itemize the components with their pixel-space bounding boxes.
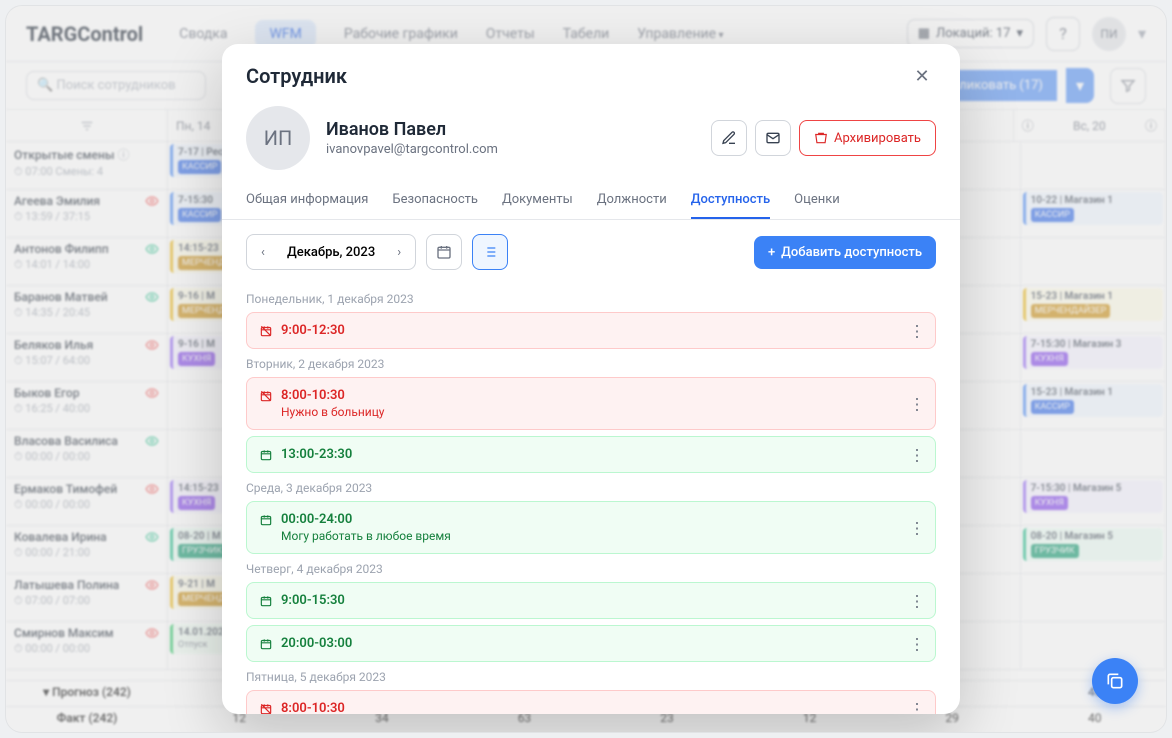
- calendar-icon: [259, 637, 273, 651]
- slot-menu-icon[interactable]: ⋮: [909, 518, 925, 537]
- calendar-icon: [259, 702, 273, 714]
- slot-menu-icon[interactable]: ⋮: [909, 634, 925, 653]
- slot-time: 9:00-15:30: [281, 593, 345, 608]
- calendar-icon: [259, 448, 273, 462]
- archive-button[interactable]: Архивировать: [799, 120, 936, 156]
- slot-menu-icon[interactable]: ⋮: [909, 699, 925, 714]
- prev-month-button[interactable]: ‹: [247, 245, 279, 260]
- slot-time: 8:00-10:30: [281, 701, 345, 714]
- profile-name: Иванов Павел: [326, 119, 695, 140]
- modal-tab[interactable]: Оценки: [794, 182, 840, 219]
- month-label: Декабрь, 2023: [279, 245, 383, 260]
- day-header: Понедельник, 1 декабря 2023: [246, 292, 936, 306]
- date-navigator: ‹ Декабрь, 2023 ›: [246, 234, 416, 270]
- availability-slot[interactable]: 00:00-24:00 Могу работать в любое время ⋮: [246, 501, 936, 554]
- slot-note: Нужно в больницу: [281, 405, 385, 419]
- availability-slot[interactable]: 9:00-12:30 ⋮: [246, 312, 936, 349]
- profile-section: ИП Иванов Павел ivanovpavel@targcontrol.…: [222, 90, 960, 182]
- day-header: Вторник, 2 декабря 2023: [246, 357, 936, 371]
- day-header: Четверг, 4 декабря 2023: [246, 562, 936, 576]
- add-availability-button[interactable]: + Добавить доступность: [754, 236, 936, 269]
- slot-menu-icon[interactable]: ⋮: [909, 591, 925, 610]
- slot-menu-icon[interactable]: ⋮: [909, 394, 925, 413]
- day-header: Среда, 3 декабря 2023: [246, 481, 936, 495]
- calendar-icon: [259, 389, 273, 403]
- availability-slot[interactable]: 20:00-03:00 ⋮: [246, 625, 936, 662]
- modal-tab[interactable]: Безопасность: [392, 182, 478, 219]
- profile-avatar: ИП: [246, 106, 310, 170]
- slot-note: Могу работать в любое время: [281, 529, 451, 543]
- availability-slot[interactable]: 8:00-10:30 Нужно в больницу ⋮: [246, 377, 936, 430]
- next-month-button[interactable]: ›: [383, 245, 415, 260]
- email-button[interactable]: [755, 120, 791, 156]
- availability-slot[interactable]: 8:00-10:30 ⋮: [246, 690, 936, 714]
- day-header: Пятница, 5 декабря 2023: [246, 670, 936, 684]
- slot-time: 20:00-03:00: [281, 636, 352, 651]
- modal-tab[interactable]: Общая информация: [246, 182, 368, 219]
- slot-time: 13:00-23:30: [281, 447, 352, 462]
- slot-time: 00:00-24:00: [281, 512, 451, 527]
- edit-button[interactable]: [711, 120, 747, 156]
- modal-tab[interactable]: Должности: [597, 182, 667, 219]
- slot-menu-icon[interactable]: ⋮: [909, 445, 925, 464]
- modal-title: Сотрудник: [246, 64, 347, 88]
- calendar-icon: [259, 594, 273, 608]
- calendar-icon: [259, 324, 273, 338]
- availability-list: Понедельник, 1 декабря 2023 9:00-12:30 ⋮ Вт…: [222, 284, 960, 714]
- list-view-button[interactable]: [472, 234, 508, 270]
- profile-email: ivanovpavel@targcontrol.com: [326, 142, 695, 157]
- modal-tab[interactable]: Доступность: [691, 182, 770, 219]
- calendar-view-button[interactable]: [426, 234, 462, 270]
- availability-slot[interactable]: 13:00-23:30 ⋮: [246, 436, 936, 473]
- modal-tab[interactable]: Документы: [502, 182, 573, 219]
- slot-menu-icon[interactable]: ⋮: [909, 321, 925, 340]
- slot-time: 8:00-10:30: [281, 388, 385, 403]
- app-frame: TARGControl СводкаWFMРабочие графикиОтче…: [6, 6, 1166, 732]
- modal-tabs: Общая информация Безопасность Документы Дол…: [222, 182, 960, 220]
- employee-modal: Сотрудник ✕ ИП Иванов Павел ivanovpavel@…: [222, 44, 960, 714]
- availability-toolbar: ‹ Декабрь, 2023 › + Добавить доступность: [222, 220, 960, 284]
- copy-fab[interactable]: [1092, 658, 1138, 704]
- calendar-icon: [259, 513, 273, 527]
- availability-slot[interactable]: 9:00-15:30 ⋮: [246, 582, 936, 619]
- slot-time: 9:00-12:30: [281, 323, 345, 338]
- close-icon[interactable]: ✕: [908, 62, 936, 90]
